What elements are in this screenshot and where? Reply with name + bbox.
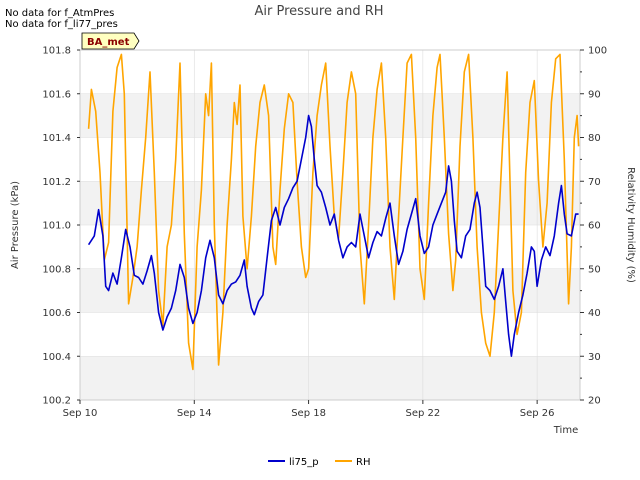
y-tick-label: 101.8 <box>42 46 71 57</box>
grid-band <box>80 93 580 138</box>
y2-tick-label: 30 <box>588 352 601 363</box>
legend: li75_p RH <box>268 457 370 468</box>
y2-tick-label: 20 <box>588 396 601 407</box>
y2-tick-label: 80 <box>588 133 601 144</box>
site-badge-label: BA_met <box>87 37 130 48</box>
y-tick-label: 101.4 <box>42 133 71 144</box>
y2-tick-label: 70 <box>588 177 601 188</box>
grid-band <box>80 181 580 225</box>
y2-tick-label: 50 <box>588 264 601 275</box>
legend-label-rh: RH <box>356 457 370 468</box>
y-tick-label: 101.6 <box>42 89 71 100</box>
x-tick-label: Sep 22 <box>405 408 440 419</box>
y-axis-label: Air Pressure (kPa) <box>10 181 21 269</box>
y2-tick-label: 40 <box>588 308 601 319</box>
y2-tick-label: 90 <box>588 89 601 100</box>
y-tick-label: 101.2 <box>42 177 71 188</box>
y-tick-label: 100.6 <box>42 308 71 319</box>
x-tick-label: Sep 18 <box>291 408 326 419</box>
series-line-li75-p <box>87 114 579 357</box>
y-tick-label: 100.4 <box>42 352 71 363</box>
y-tick-label: 101.0 <box>42 221 71 232</box>
site-badge: BA_met <box>81 32 140 50</box>
grid-band <box>80 356 580 400</box>
y-tick-label: 100.2 <box>42 396 71 407</box>
no-data-note-atmpres: No data for f_AtmPres <box>5 8 115 19</box>
y2-tick-label: 60 <box>588 221 601 232</box>
x-tick-label: Sep 26 <box>520 408 555 419</box>
no-data-note-li77: No data for f_li77_pres <box>5 19 118 30</box>
y2-axis-label: Relativity Humidity (%) <box>625 167 636 283</box>
chart-title: Air Pressure and RH <box>254 4 383 19</box>
series-line-rh <box>87 53 580 371</box>
site-badge-shape <box>81 32 140 50</box>
y-tick-label: 100.8 <box>42 264 71 275</box>
y2-tick-label: 100 <box>588 46 607 57</box>
x-tick-label: Sep 14 <box>177 408 212 419</box>
x-tick-label: Sep 10 <box>63 408 98 419</box>
x-axis-label: Time <box>553 425 578 436</box>
legend-label-pressure: li75_p <box>289 457 319 468</box>
